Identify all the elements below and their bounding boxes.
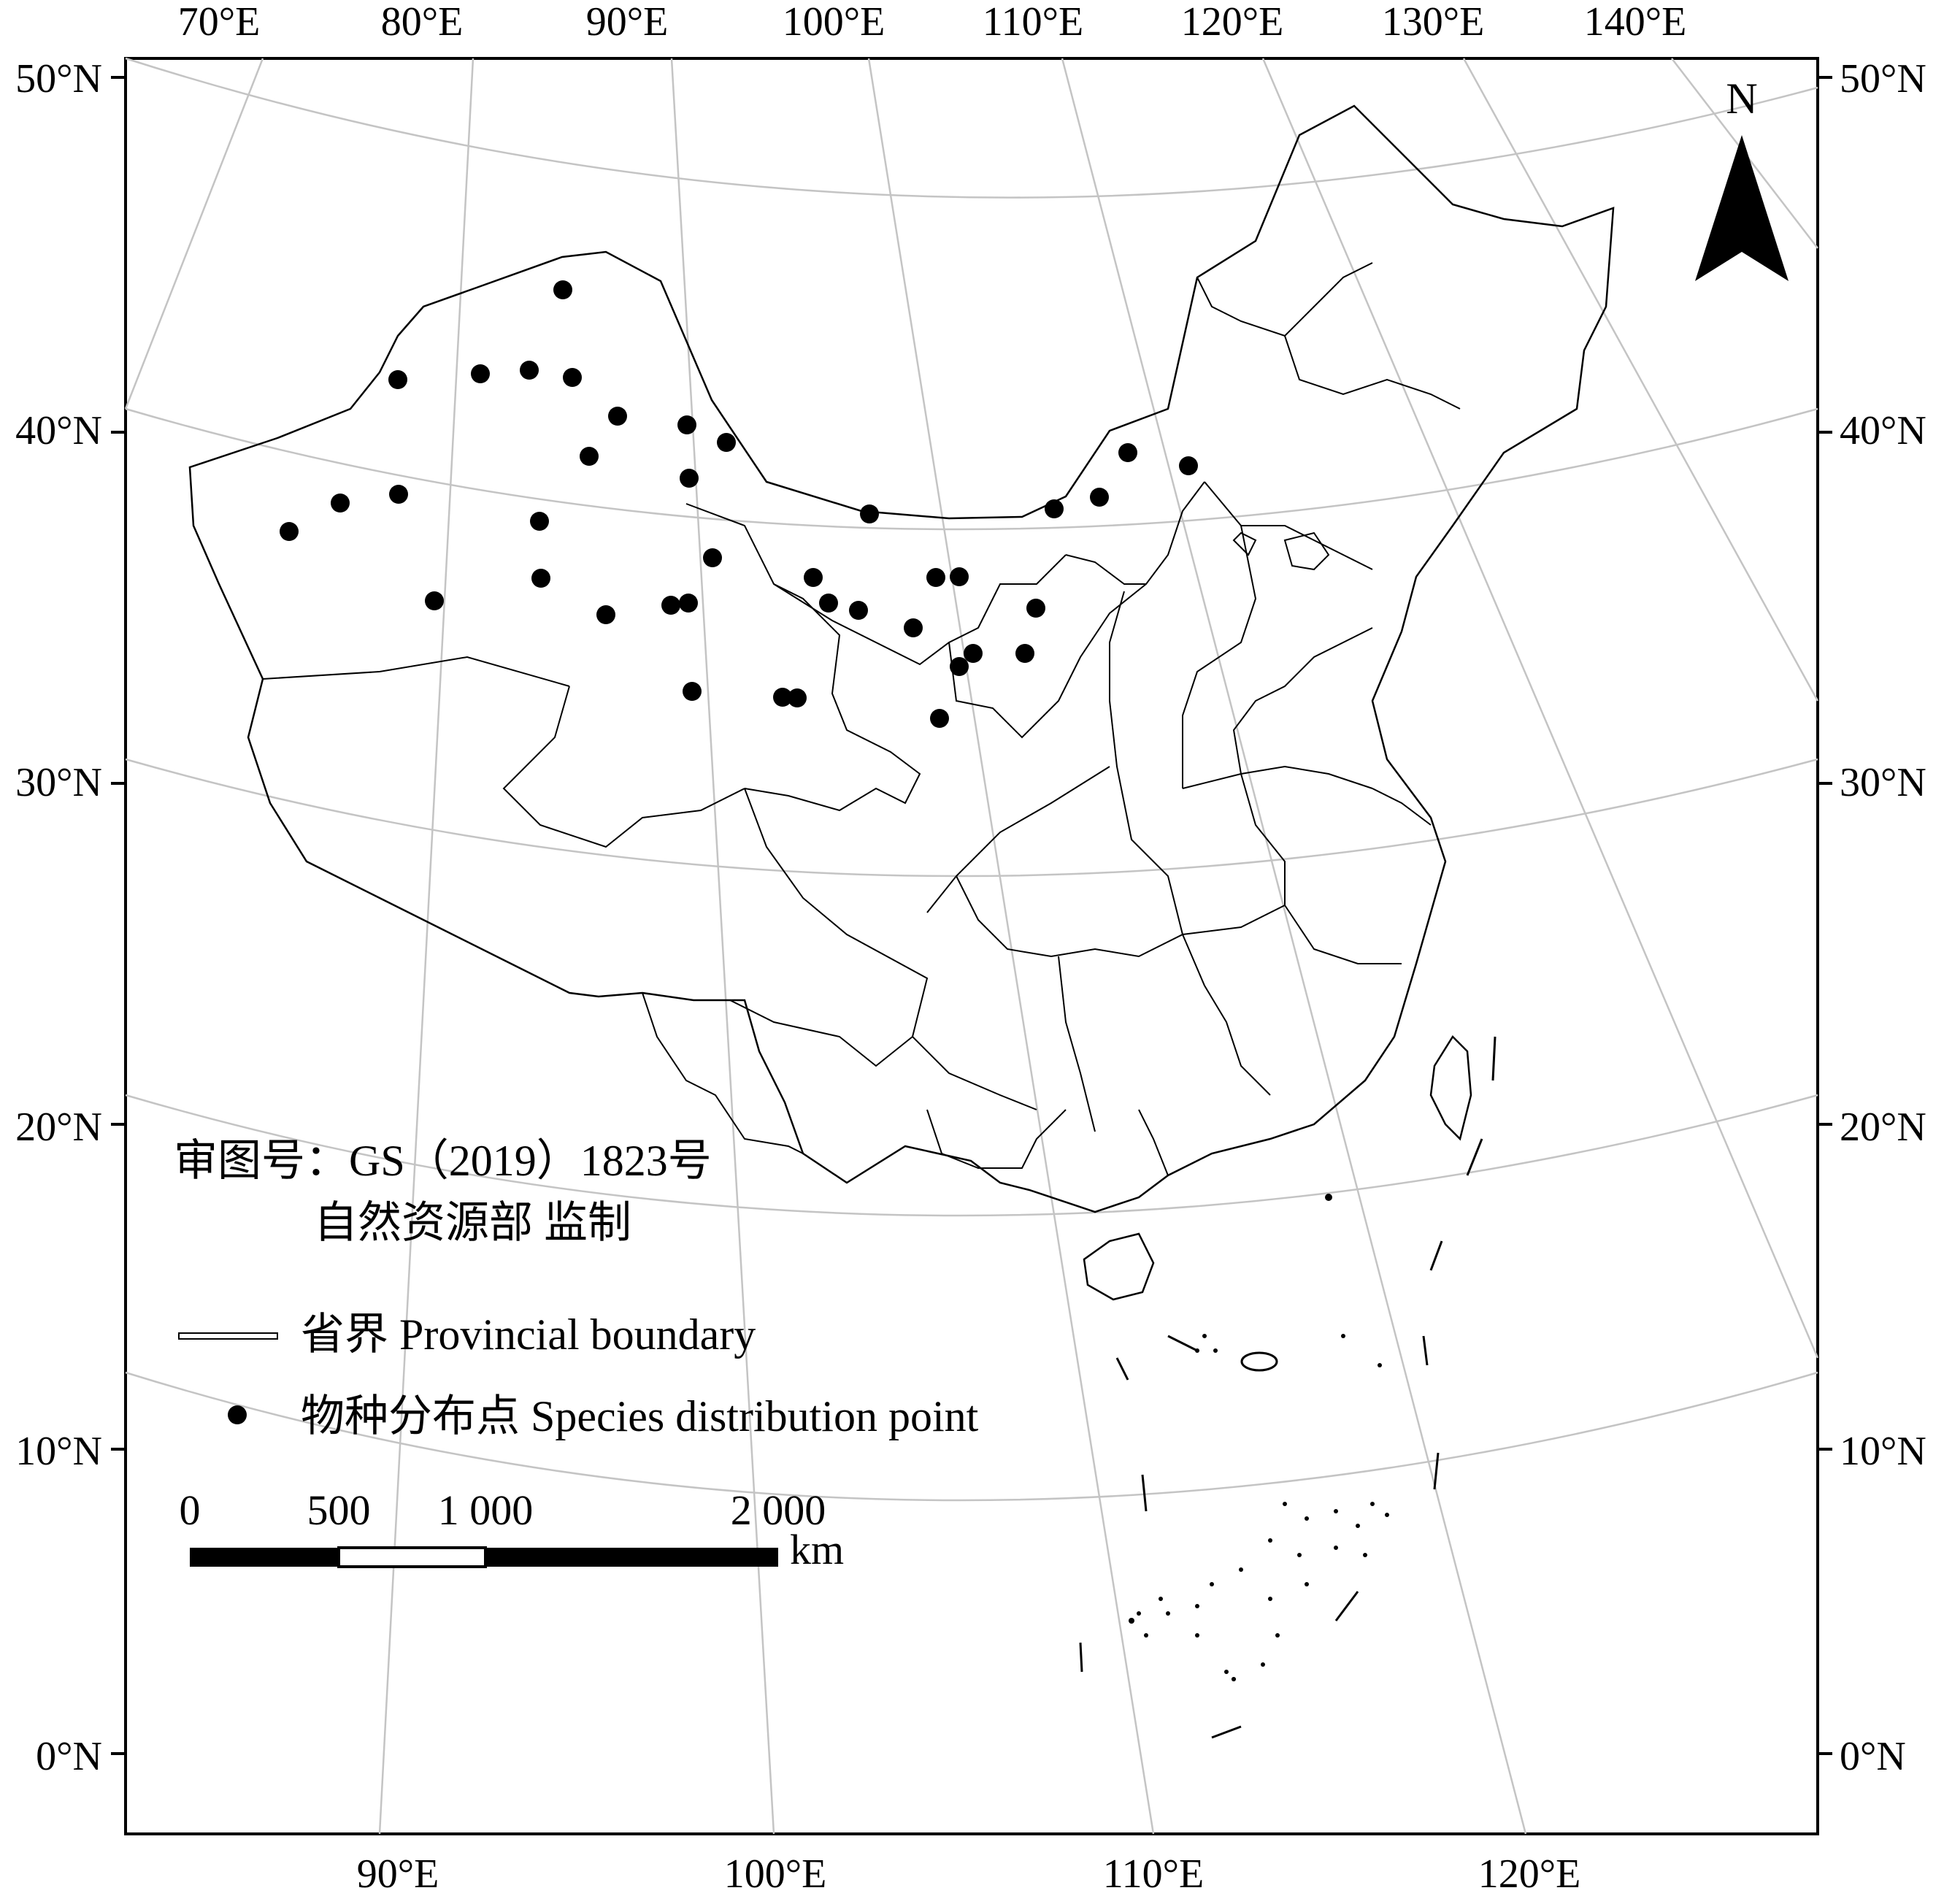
species-point (679, 594, 698, 613)
species-point (608, 407, 627, 426)
species-point (596, 605, 615, 624)
bottom-lon-label: 90°E (357, 1851, 439, 1897)
top-lon-label: 140°E (1584, 0, 1687, 45)
species-point (926, 568, 945, 587)
species-point (677, 415, 696, 434)
south-china-sea-islands (1079, 1036, 1497, 1739)
right-lat-label: 10°N (1840, 1429, 1926, 1474)
right-lat-label: 40°N (1840, 408, 1926, 453)
top-lon-label: 70°E (178, 0, 261, 45)
left-latitude-ticks (111, 76, 126, 1755)
species-point (471, 364, 490, 383)
species-point (1026, 599, 1045, 618)
species-point (717, 433, 736, 452)
top-lon-label: 90°E (586, 0, 669, 45)
china-outline (188, 104, 1615, 1213)
left-lat-label: 30°N (15, 760, 102, 805)
taiwan-island (1429, 1035, 1472, 1141)
species-point (563, 368, 582, 387)
left-lat-label: 50°N (15, 56, 102, 101)
species-point (950, 657, 969, 676)
species-point (683, 682, 702, 701)
bottom-lon-label: 120°E (1478, 1851, 1581, 1897)
species-point (788, 688, 807, 707)
species-point (280, 522, 299, 541)
scale-tick-label: 1 000 (438, 1486, 534, 1534)
scale-unit: km (790, 1526, 844, 1573)
bottom-lon-label: 100°E (724, 1851, 827, 1897)
legend-point-label: 物种分布点 Species distribution point (301, 1392, 979, 1440)
left-lat-label: 20°N (15, 1105, 102, 1150)
left-latitude-labels: 50°N 40°N 30°N 20°N 10°N 0°N (15, 56, 102, 1779)
species-point (773, 688, 792, 707)
right-lat-label: 30°N (1840, 760, 1926, 805)
legend: 省界 Provincial boundary 物种分布点 Species dis… (178, 1310, 979, 1440)
species-point (950, 567, 969, 586)
top-lon-label: 110°E (983, 0, 1084, 45)
hainan-island (1083, 1232, 1155, 1301)
species-point (1118, 443, 1137, 462)
top-lon-label: 80°E (381, 0, 464, 45)
north-arrow-icon (1695, 135, 1789, 281)
species-point (1090, 488, 1109, 507)
species-point (661, 596, 680, 615)
bottom-lon-label: 110°E (1103, 1851, 1205, 1897)
species-point (819, 594, 838, 613)
species-points (280, 280, 1198, 728)
legend-boundary-symbol (178, 1332, 278, 1340)
left-lat-label: 40°N (15, 408, 102, 453)
approval-authority: 自然资源部 监制 (314, 1199, 631, 1247)
scale-bar: 0 500 1 000 2 000 km (180, 1486, 845, 1573)
right-latitude-labels: 50°N 40°N 30°N 20°N 10°N 0°N (1840, 56, 1926, 1779)
species-point (530, 512, 549, 531)
species-point (860, 504, 879, 523)
right-lat-label: 20°N (1840, 1105, 1926, 1150)
provincial-boundaries (262, 262, 1461, 1176)
scale-segment-white (337, 1546, 487, 1568)
legend-boundary-label: 省界 Provincial boundary (301, 1310, 756, 1359)
right-lat-label: 50°N (1840, 56, 1926, 101)
species-point (849, 601, 868, 620)
scale-tick-label: 2 000 (731, 1486, 826, 1534)
species-point (703, 548, 722, 567)
legend-point-symbol (228, 1405, 247, 1424)
species-point (531, 569, 550, 588)
species-point (804, 568, 823, 587)
scale-tick-label: 500 (307, 1486, 371, 1534)
left-lat-label: 10°N (15, 1429, 102, 1474)
species-point (1179, 456, 1198, 475)
species-point (520, 361, 539, 380)
species-point (1015, 644, 1034, 663)
species-point (904, 618, 923, 637)
top-lon-label: 130°E (1382, 0, 1485, 45)
approval-number: 审图号：GS（2019）1823号 (174, 1137, 712, 1185)
top-longitude-labels: 70°E 80°E 90°E 100°E 110°E 120°E 130°E 1… (178, 0, 1687, 45)
species-point (389, 485, 408, 504)
top-lon-label: 100°E (783, 0, 885, 45)
species-point (1045, 499, 1064, 518)
scale-segment-black (485, 1548, 778, 1567)
species-point (580, 447, 599, 466)
species-point (964, 644, 983, 663)
species-point (425, 591, 444, 610)
species-point (388, 370, 407, 389)
species-point (680, 469, 699, 488)
bottom-longitude-labels: 90°E 100°E 110°E 120°E (357, 1851, 1581, 1897)
top-lon-label: 120°E (1181, 0, 1284, 45)
species-point (553, 280, 572, 299)
left-lat-label: 0°N (36, 1734, 102, 1779)
map-frame (124, 57, 1819, 1835)
right-latitude-ticks (1818, 76, 1832, 1755)
species-point (331, 494, 350, 513)
north-arrow-label: N (1726, 74, 1757, 123)
scale-segment-black (190, 1548, 339, 1567)
scale-tick-label: 0 (180, 1486, 201, 1534)
species-point (930, 709, 949, 728)
right-lat-label: 0°N (1840, 1734, 1906, 1779)
island-dots (1129, 1194, 1389, 1681)
